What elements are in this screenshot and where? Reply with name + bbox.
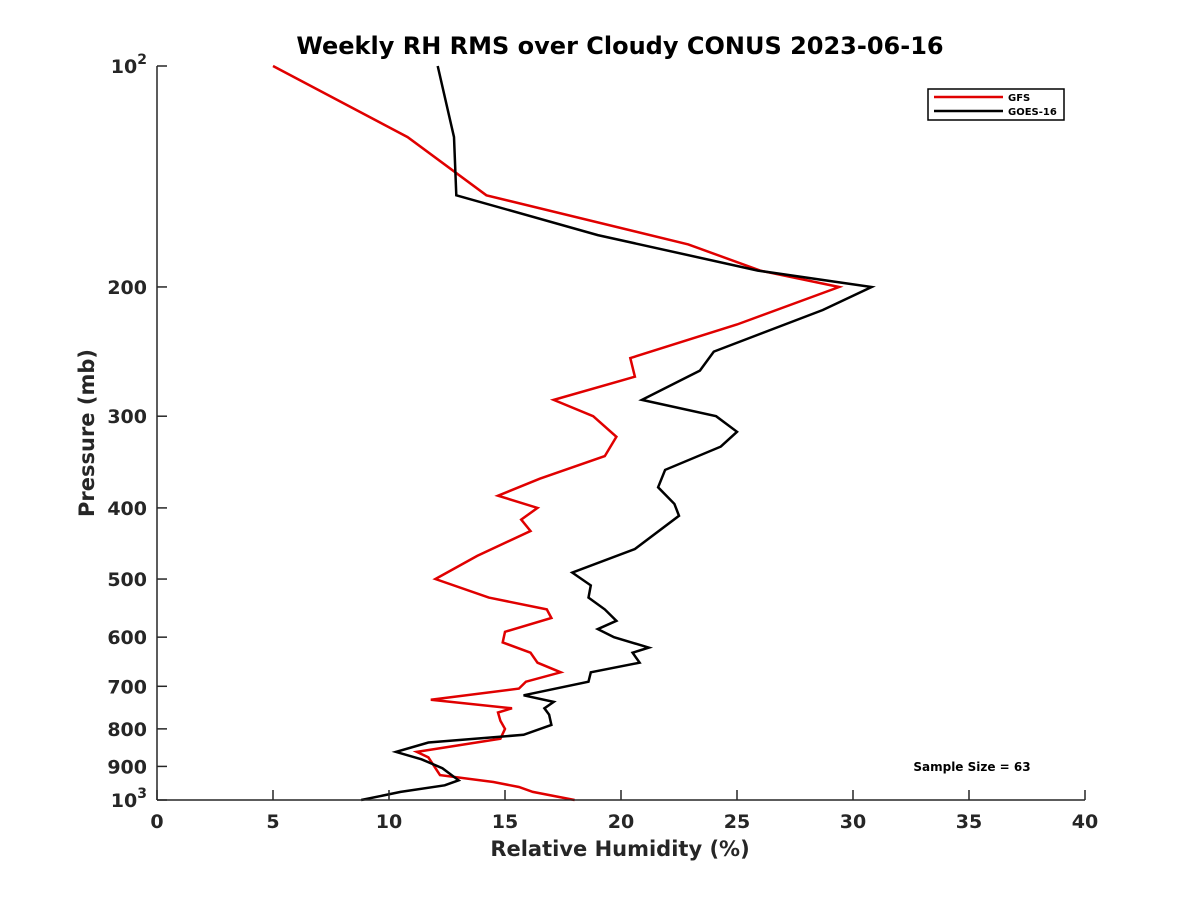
- y-axis-title: Pressure (mb): [75, 349, 99, 517]
- x-tick-label: 5: [266, 811, 279, 833]
- axes-layer: 0 5 10 15 20 25 30 35 40 102 200 300 400 500 600 700 800…: [107, 52, 1098, 833]
- x-tick-label: 40: [1072, 811, 1098, 833]
- series-line-goes-16: [360, 65, 876, 802]
- y-tick-label: 900: [107, 756, 147, 778]
- y-tick-label: 700: [107, 676, 147, 698]
- y-tick-label: 400: [107, 498, 147, 520]
- x-tick-label: 0: [150, 811, 163, 833]
- x-tick-label: 30: [840, 811, 866, 833]
- series-line-gfs: [272, 64, 844, 802]
- y-tick-label: 800: [107, 719, 147, 741]
- x-tick-label: 25: [724, 811, 750, 833]
- x-tick-label: 35: [956, 811, 982, 833]
- legend-label-goes16: GOES-16: [1008, 107, 1057, 118]
- x-tick-label: 15: [492, 811, 518, 833]
- y-tick-label: 500: [107, 569, 147, 591]
- chart-title: Weekly RH RMS over Cloudy CONUS 2023-06-…: [296, 32, 943, 60]
- y-tick-label: 102: [111, 52, 147, 78]
- legend: GFS GOES-16: [927, 88, 1065, 121]
- y-tick-label: 600: [107, 627, 147, 649]
- series-layer: [272, 64, 876, 802]
- y-tick-label: 300: [107, 406, 147, 428]
- x-tick-label: 20: [608, 811, 634, 833]
- y-tick-label: 200: [107, 277, 147, 299]
- legend-box: [927, 88, 1065, 121]
- y-tick-label: 103: [111, 786, 147, 812]
- x-axis-title: Relative Humidity (%): [490, 837, 749, 861]
- x-tick-label: 10: [376, 811, 402, 833]
- legend-label-gfs: GFS: [1008, 93, 1030, 104]
- sample-size-annotation: Sample Size = 63: [913, 760, 1030, 774]
